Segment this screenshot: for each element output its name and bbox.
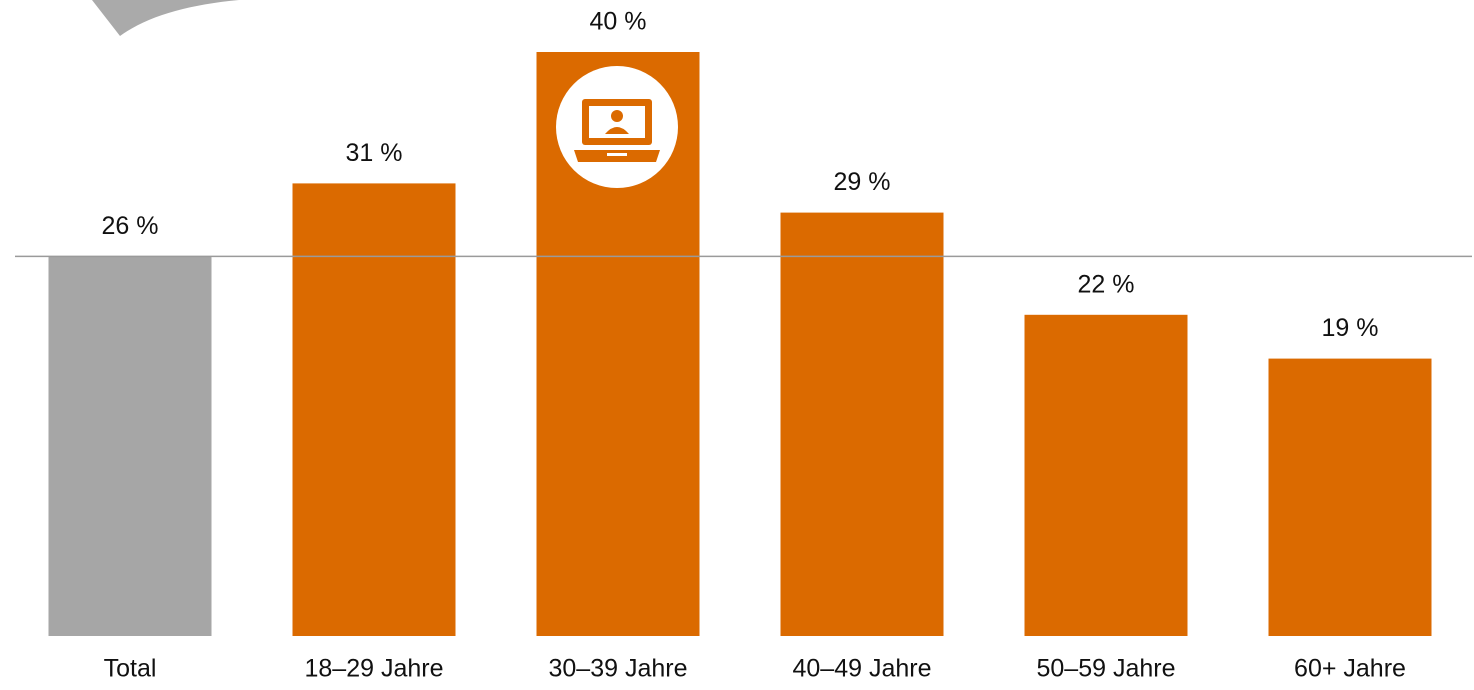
x-tick-label: 18–29 Jahre [304, 655, 443, 683]
decorative-swoosh [92, 0, 390, 36]
bar [1268, 358, 1432, 636]
x-tick-label: 40–49 Jahre [792, 655, 931, 683]
icon-touchpad [607, 153, 627, 156]
x-tick-label: 60+ Jahre [1294, 655, 1406, 683]
x-tick-label: 30–39 Jahre [548, 655, 687, 683]
value-label: 40 % [590, 8, 647, 36]
value-label: 31 % [346, 139, 403, 167]
icon-body [605, 127, 629, 134]
bar [48, 256, 212, 636]
x-tick-label: Total [104, 655, 157, 683]
bar [292, 183, 456, 636]
value-label: 29 % [834, 168, 891, 196]
bar [780, 212, 944, 636]
bar [1024, 314, 1188, 636]
value-label: 26 % [102, 212, 159, 240]
plot-area: 26 % Total 31 % 18–29 Jahre 40 % 30–39 Jahre 2… [15, 8, 1472, 683]
value-label: 19 % [1322, 314, 1379, 342]
laptop-icon [556, 66, 678, 188]
value-label: 22 % [1078, 270, 1135, 298]
icon-head [611, 110, 623, 122]
x-tick-label: 50–59 Jahre [1036, 655, 1175, 683]
